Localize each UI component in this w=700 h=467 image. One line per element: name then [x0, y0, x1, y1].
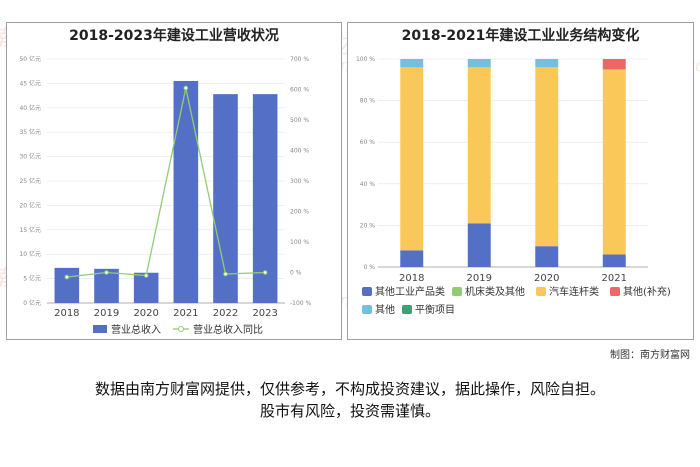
legend-label: 平衡项目: [415, 304, 455, 316]
x-tick-label: 2019: [94, 308, 119, 319]
left-chart-panel: 2018-2023年建设工业营收状况 0 亿元 5 亿元 10 亿元 15 亿元 20 …: [6, 22, 342, 340]
y-tick-label: 80 %: [360, 98, 376, 105]
disclaimer-line-1: 数据由南方财富网提供，仅供参考，不构成投资建议，据此操作，风险自担。: [94, 380, 605, 398]
yoy-point: [104, 270, 109, 275]
y-right-tick-label: 600 %: [290, 87, 309, 94]
y-left-tick-label: 0 亿元: [23, 299, 41, 307]
stacked-bar-segment: [400, 67, 424, 251]
stacked-bar-segment: [400, 59, 424, 68]
revenue-bar: [54, 267, 80, 303]
stacked-bar-segment: [602, 69, 626, 255]
revenue-chart: 0 亿元 5 亿元 10 亿元 15 亿元 20 亿元 25 亿元 30 亿元 35 亿元 40…: [19, 55, 312, 336]
yoy-point: [64, 274, 70, 280]
business-structure-chart: 0 % 20 % 40 % 60 % 80 % 100 % 2018 2019 2020 2021…: [356, 56, 671, 316]
y-left-tick-label: 10 亿元: [19, 250, 41, 258]
x-tick-label: 2018: [54, 308, 79, 319]
y-right-tick-label: -100 %: [290, 300, 312, 307]
y-right-tick-label: 200 %: [290, 209, 309, 216]
y-left-tick-label: 5 亿元: [23, 275, 41, 283]
x-tick-label: 2022: [213, 308, 238, 319]
legend-swatch: [536, 287, 546, 296]
y-tick-label: 100 %: [356, 56, 375, 63]
revenue-bar: [252, 94, 278, 303]
stacked-bar-segment: [602, 59, 626, 70]
stacked-bar-segment: [535, 246, 559, 267]
y-right-tick-label: 0 %: [290, 270, 302, 277]
yoy-line: [66, 87, 266, 278]
y-left-tick-label: 40 亿元: [19, 104, 41, 112]
y-right-tick-label: 300 %: [290, 178, 309, 185]
stacked-bar-segment: [467, 223, 491, 267]
legend-label-revenue: 营业总收入: [111, 323, 161, 336]
legend-swatch: [452, 287, 462, 296]
left-chart-title: 2018-2023年建设工业营收状况: [69, 28, 279, 44]
legend-swatch: [362, 305, 372, 314]
legend-label: 其他工业产品类: [375, 285, 445, 298]
y-right-tick-label: 700 %: [290, 56, 309, 63]
x-tick-label: 2023: [252, 308, 277, 319]
right-chart-panel: 2018-2021年建设工业业务结构变化 0 % 20 % 40 % 60 % 80 %…: [347, 22, 694, 340]
y-tick-label: 60 %: [360, 139, 376, 146]
revenue-bar: [173, 80, 199, 304]
revenue-bar: [213, 94, 238, 303]
y-left-tick-label: 30 亿元: [19, 153, 41, 161]
legend-label: 其他(补充): [623, 285, 671, 298]
legend-marker-yoy: [178, 326, 184, 332]
y-left-tick-label: 50 亿元: [19, 55, 41, 63]
y-right-tick-label: 100 %: [290, 239, 309, 246]
stacked-bar-segment: [602, 254, 626, 267]
x-tick-label: 2018: [399, 273, 424, 284]
x-tick-label: 2020: [534, 273, 559, 284]
y-tick-label: 40 %: [360, 181, 376, 188]
right-chart-title: 2018-2021年建设工业业务结构变化: [401, 28, 640, 44]
y-tick-label: 0 %: [364, 264, 376, 271]
legend-label: 机床类及其他: [465, 285, 525, 298]
legend-swatch: [402, 305, 412, 314]
x-tick-label: 2021: [173, 308, 198, 319]
y-right-tick-label: 400 %: [290, 148, 309, 155]
disclaimer-line-2: 股市有风险，投资需谨慎。: [259, 402, 440, 420]
y-left-tick-label: 15 亿元: [19, 226, 41, 234]
yoy-point: [223, 271, 228, 277]
y-left-tick-label: 35 亿元: [19, 128, 41, 136]
legend-swatch-revenue: [93, 325, 107, 333]
stacked-bar-segment: [535, 59, 559, 68]
stacked-bar-segment: [535, 67, 559, 247]
yoy-point: [262, 270, 268, 275]
y-right-tick-label: 500 %: [290, 117, 309, 124]
yoy-point: [183, 85, 189, 91]
legend-swatch: [362, 287, 372, 296]
legend-label: 汽车连杆类: [549, 285, 599, 298]
y-left-tick-label: 20 亿元: [19, 201, 41, 209]
legend-label-yoy: 营业总收入同比: [193, 323, 263, 336]
chart-credit: 制图：南方财富网: [610, 350, 690, 361]
y-tick-label: 20 %: [360, 222, 376, 229]
stacked-bar-segment: [467, 59, 491, 68]
legend-swatch: [610, 287, 620, 296]
x-tick-label: 2019: [467, 273, 492, 284]
y-left-tick-label: 25 亿元: [19, 177, 41, 185]
stacked-bar-segment: [400, 250, 424, 267]
x-tick-label: 2020: [133, 308, 158, 319]
legend-label: 其他: [375, 303, 395, 316]
stacked-bar-segment: [467, 67, 491, 224]
y-left-tick-label: 45 亿元: [19, 79, 41, 87]
x-tick-label: 2021: [602, 273, 627, 284]
yoy-point: [143, 273, 149, 278]
